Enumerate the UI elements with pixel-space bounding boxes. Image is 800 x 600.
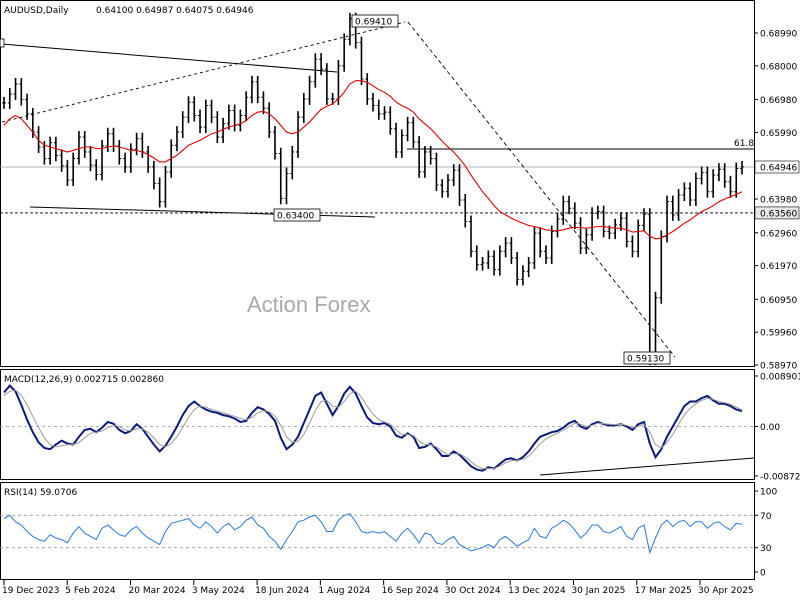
price-panel-frame [0,0,755,367]
upper-trend-line [1,43,338,73]
macd-tick-label: -0.008729 [760,473,800,483]
x-tick-label: 19 Dec 2023 [2,586,60,596]
high-label: 0.69410 [355,18,392,28]
price-tick-label: 0.60950 [760,296,797,306]
x-tick-label: 18 Jun 2024 [255,586,309,596]
x-tick-label: 13 Dec 2024 [508,586,566,596]
price-tag-box [754,160,800,174]
symbol-label: AUDUSD,Daily [4,6,69,16]
support-left-label: 0.63400 [277,212,314,222]
x-tick-label: 30 Apr 2025 [698,586,754,596]
signal-line [3,389,743,469]
price-tick-label: 0.63560 [760,209,797,219]
price-tick-label: 0.63980 [760,196,797,206]
support-left-label-box [273,208,321,222]
low-label-box [623,351,671,365]
price-axis: 0.68990 0.68000 0.66980 0.65990 0.64946 0.639… [754,30,800,372]
x-axis: 19 Dec 2023 5 Feb 2024 20 Mar 2024 3 May 20… [2,580,754,596]
rsi-axis: 100 70 30 0 [754,488,777,579]
lower-trend-line [29,206,376,218]
rsi-tick-label: 0 [760,569,766,579]
left-edge-marker [0,38,5,48]
x-tick-label: 16 Sep 2024 [382,586,439,596]
high-label-box [351,14,399,28]
price-tick-label: 0.66980 [760,96,797,106]
macd-tick-label: 0.008901 [760,373,800,383]
rsi-series [0,513,754,555]
rsi-tick-label: 70 [760,512,772,522]
low-label: 0.59130 [627,355,664,365]
x-tick-label: 20 Mar 2024 [129,586,186,596]
macd-tick-label: 0.00 [760,423,780,433]
price-tick-label: 0.64946 [760,163,797,173]
price-tick-label: 0.61970 [760,262,797,272]
price-tick-label: 0.58970 [760,362,797,372]
x-tick-label: 30 Oct 2024 [445,586,501,596]
macd-trend-line [539,457,755,476]
x-tick-label: 5 Feb 2024 [65,586,116,596]
price-bars [2,12,744,365]
macd-panel-frame [0,369,755,480]
x-tick-label: 30 Jan 2025 [571,586,625,596]
rsi-line [3,513,743,555]
watermark: Action Forex [247,292,371,317]
price-tick-label: 0.68990 [760,30,797,40]
annotations: 0.69410 0.63400 0.59130 61.8 [0,14,754,365]
rsi-panel-frame [0,482,755,580]
moving-average [3,80,743,240]
ma-line [3,80,743,240]
falling-dashed-line [407,21,676,358]
rsi-title: RSI(14) 59.0706 [4,488,77,498]
rsi-tick-label: 100 [760,488,777,498]
x-tick-label: 17 Mar 2025 [635,586,692,596]
price-tag-box [754,206,800,220]
price-tick-label: 0.65990 [760,129,797,139]
x-tick-label: 1 Aug 2024 [318,586,370,596]
x-tick-label: 3 May 2024 [192,586,245,596]
macd-series [0,384,755,476]
price-lines [0,21,754,358]
macd-line [3,384,743,472]
macd-title: MACD(12,26,9) 0.002715 0.002860 [4,375,164,385]
price-tick-label: 0.62960 [760,229,797,239]
price-tick-label: 0.68000 [760,62,797,72]
price-tick-label: 0.59960 [760,329,797,339]
ohlc-label: 0.64100 0.64987 0.64075 0.64946 [96,6,254,16]
rsi-tick-label: 30 [760,544,772,554]
fib-label: 61.8 [734,139,754,149]
macd-axis: 0.008901 0.00 -0.008729 [754,373,800,483]
